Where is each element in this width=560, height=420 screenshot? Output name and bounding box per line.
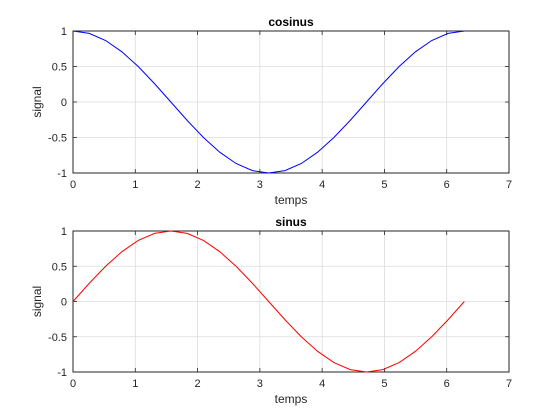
series-line-sinus: [72, 230, 465, 373]
y-tick-label: 0: [61, 297, 67, 309]
x-axis-label: temps: [275, 392, 308, 406]
series-line-cosinus: [72, 30, 465, 174]
y-tick-label: 0.5: [52, 62, 67, 74]
y-axis-label: signal: [30, 86, 44, 117]
x-tick-label: 0: [70, 378, 76, 390]
x-tick-label: 3: [257, 378, 263, 390]
x-tick-label: 2: [195, 378, 201, 390]
x-tick-label: 0: [70, 179, 76, 191]
plot-title: sinus: [275, 215, 307, 229]
y-tick-label: -1: [57, 168, 67, 180]
x-tick-label: 7: [506, 378, 512, 390]
y-tick-label: 0: [61, 97, 67, 109]
x-tick-label: 7: [506, 179, 512, 191]
y-tick-label: -0.5: [48, 332, 67, 344]
axes-cosinus: 0 1 2 3 4 5 6 7 -1 -0.5 0 0.5 1 cosinus temps signal: [30, 15, 512, 207]
x-tick-label: 1: [132, 378, 138, 390]
x-tick-label: 2: [195, 179, 201, 191]
x-tick-label: 6: [444, 179, 450, 191]
x-tick-label: 4: [319, 378, 325, 390]
x-tick-label: 1: [132, 179, 138, 191]
axes-frame: [72, 30, 510, 174]
x-tick-label: 5: [381, 179, 387, 191]
y-tick-label: 0.5: [52, 261, 67, 273]
x-tick-label: 3: [257, 179, 263, 191]
x-axis-label: temps: [275, 193, 308, 207]
x-tick-label: 4: [319, 179, 325, 191]
x-tick-label: 6: [444, 378, 450, 390]
x-tick-label: 5: [381, 378, 387, 390]
y-tick-label: 1: [61, 226, 67, 238]
y-tick-label: -0.5: [48, 133, 67, 145]
y-tick-label: 1: [61, 26, 67, 38]
axes-sinus: 0 1 2 3 4 5 6 7 -1 -0.5 0 0.5 1 sinus temps signal: [30, 215, 512, 406]
y-tick-label: -1: [57, 367, 67, 379]
y-axis-label: signal: [30, 286, 44, 317]
plot-title: cosinus: [268, 15, 314, 29]
